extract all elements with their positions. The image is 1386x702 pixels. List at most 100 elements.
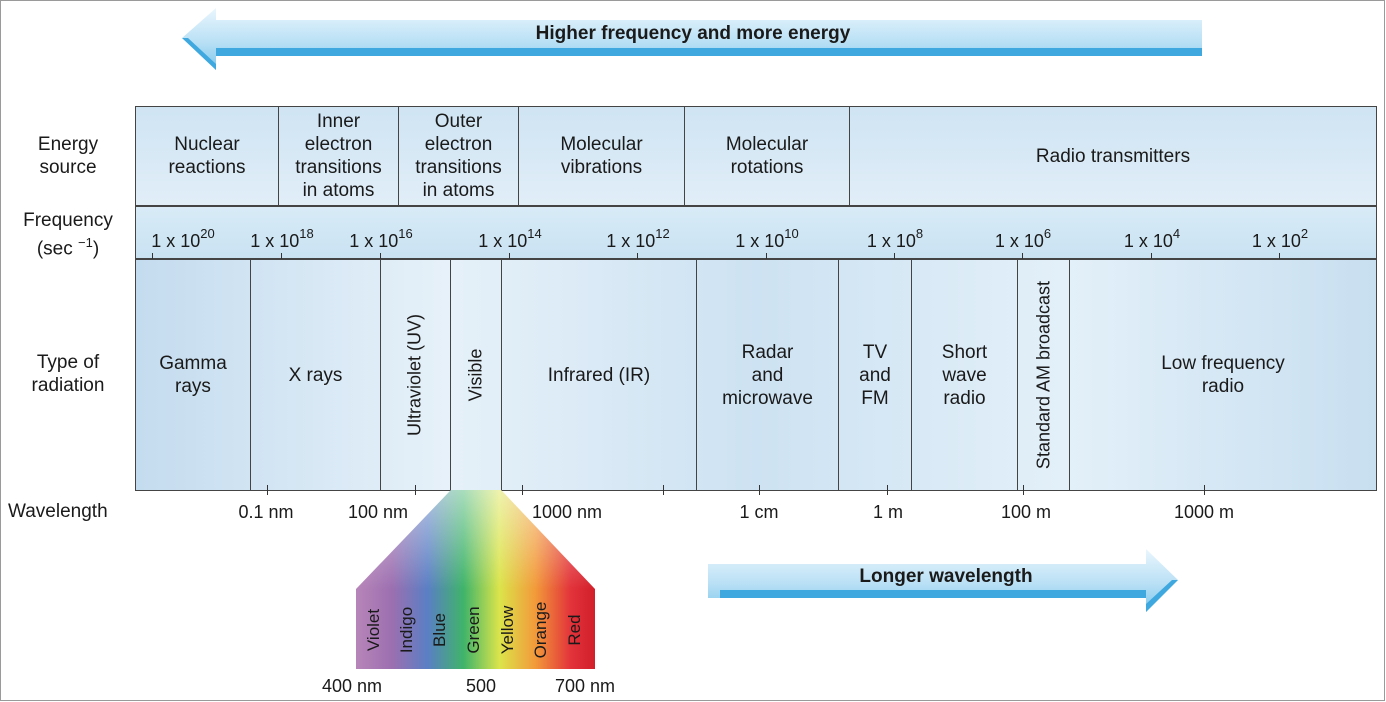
freq-exp: 10 xyxy=(784,226,799,241)
radiation-infrared: Infrared (IR) xyxy=(547,364,651,386)
wavelength-tick xyxy=(1023,485,1024,495)
freq-exp: 6 xyxy=(1043,226,1052,241)
higher-frequency-label: Higher frequency and more energy xyxy=(535,23,851,44)
radiation-row-label: Type of radiation xyxy=(31,352,105,396)
divider xyxy=(696,259,697,491)
freq-base: 1 x 10 xyxy=(735,231,785,251)
radiation-gamma: Gamma rays xyxy=(159,353,227,397)
freq-exp: 2 xyxy=(1300,226,1309,241)
divider xyxy=(380,259,381,491)
frequency-tick-label: 1 x 1020 xyxy=(151,226,215,252)
color-red: Red xyxy=(565,614,584,646)
wavelength-tick xyxy=(415,485,416,495)
divider xyxy=(1017,259,1018,491)
freq-base: 1 x 10 xyxy=(478,231,528,251)
color-green: Green xyxy=(464,606,483,654)
divider xyxy=(398,106,399,206)
radiation-shortwave: Short wave radio xyxy=(941,341,988,409)
frequency-unit: (sec −1) xyxy=(8,232,128,260)
visible-scale-700: 700 nm xyxy=(555,676,616,696)
freq-base: 1 x 10 xyxy=(250,231,300,251)
frequency-tick-label: 1 x 104 xyxy=(1123,226,1181,252)
wavelength-label: 0.1 nm xyxy=(238,502,294,522)
energy-nuclear: Nuclear reactions xyxy=(168,134,246,178)
energy-molecular-rotations: Molecular rotations xyxy=(725,134,809,178)
freq-base: 1 x 10 xyxy=(151,231,201,251)
longer-wavelength-label: Longer wavelength xyxy=(859,566,1033,587)
wavelength-tick xyxy=(887,485,888,495)
longer-wavelength-arrow xyxy=(708,549,1178,612)
frequency-tick-label: 1 x 108 xyxy=(866,226,924,252)
frequency-tick-label: 1 x 102 xyxy=(1251,226,1309,252)
radiation-uv: Ultraviolet (UV) xyxy=(404,313,425,437)
divider xyxy=(849,106,850,206)
radiation-low-frequency: Low frequency radio xyxy=(1161,353,1285,397)
divider xyxy=(911,259,912,491)
divider xyxy=(518,106,519,206)
radiation-xrays: X rays xyxy=(288,364,343,386)
radiation-radar-microwave: Radar and microwave xyxy=(722,341,813,409)
frequency-tick-label: 1 x 1016 xyxy=(349,226,413,252)
frequency-label: Frequency xyxy=(23,210,113,231)
freq-exp: 12 xyxy=(655,226,670,241)
radiation-am-broadcast: Standard AM broadcast xyxy=(1033,280,1054,470)
freq-exp: 16 xyxy=(398,226,413,241)
visible-scale-500: 500 xyxy=(466,676,497,696)
visible-spectrum-fan xyxy=(356,490,595,669)
freq-base: 1 x 10 xyxy=(1123,231,1173,251)
frequency-band xyxy=(135,206,1377,259)
energy-source-band xyxy=(135,106,1377,206)
divider xyxy=(838,259,839,491)
divider xyxy=(684,106,685,206)
freq-base: 1 x 10 xyxy=(606,231,656,251)
energy-molecular-vibrations: Molecular vibrations xyxy=(560,134,643,178)
wavelength-label: 100 m xyxy=(1000,502,1052,522)
divider xyxy=(278,106,279,206)
wavelength-row-label: Wavelength xyxy=(8,501,108,522)
freq-base: 1 x 10 xyxy=(349,231,399,251)
wavelength-tick xyxy=(759,485,760,495)
freq-exp: 20 xyxy=(200,226,215,241)
freq-exp: 14 xyxy=(527,226,542,241)
frequency-tick-label: 1 x 1012 xyxy=(606,226,670,252)
visible-scale-400: 400 nm xyxy=(322,676,383,696)
color-yellow: Yellow xyxy=(498,605,517,655)
divider xyxy=(250,259,251,491)
frequency-row-label: Frequency (sec −1) xyxy=(8,210,128,260)
freq-exp: 8 xyxy=(915,226,924,241)
radiation-visible: Visible xyxy=(465,348,486,402)
frequency-tick-label: 1 x 1010 xyxy=(735,226,799,252)
wavelength-label: 1000 nm xyxy=(531,502,603,522)
frequency-unit-exponent: −1 xyxy=(78,235,93,250)
wavelength-tick xyxy=(663,485,664,495)
freq-exp: 4 xyxy=(1172,226,1181,241)
freq-base: 1 x 10 xyxy=(1251,231,1301,251)
energy-outer-electron: Outer electron transitions in atoms xyxy=(415,111,502,201)
frequency-unit-close: ) xyxy=(92,238,100,260)
higher-frequency-arrow xyxy=(182,8,1202,70)
energy-source-row-label: Energy source xyxy=(37,134,99,178)
wavelength-label: 1 m xyxy=(872,502,904,522)
wavelength-label: 1000 m xyxy=(1173,502,1235,522)
color-indigo: Indigo xyxy=(397,606,416,654)
wavelength-tick xyxy=(267,485,268,495)
wavelength-tick xyxy=(1204,485,1205,495)
frequency-tick-label: 1 x 1014 xyxy=(478,226,542,252)
color-blue: Blue xyxy=(430,612,449,648)
wavelength-label: 1 cm xyxy=(739,502,779,522)
freq-base: 1 x 10 xyxy=(994,231,1044,251)
divider xyxy=(501,259,502,491)
divider xyxy=(1069,259,1070,491)
frequency-unit-text: (sec xyxy=(36,238,73,260)
wavelength-tick xyxy=(522,485,523,495)
energy-inner-electron: Inner electron transitions in atoms xyxy=(295,111,382,201)
color-violet: Violet xyxy=(364,608,383,652)
radiation-tv-fm: TV and FM xyxy=(859,341,891,409)
frequency-tick-label: 1 x 106 xyxy=(994,226,1052,252)
freq-base: 1 x 10 xyxy=(866,231,916,251)
wavelength-label: 100 nm xyxy=(347,502,409,522)
energy-radio-transmitters: Radio transmitters xyxy=(1035,145,1191,167)
frequency-tick-label: 1 x 1018 xyxy=(250,226,314,252)
divider xyxy=(450,259,451,491)
color-orange: Orange xyxy=(531,601,550,659)
